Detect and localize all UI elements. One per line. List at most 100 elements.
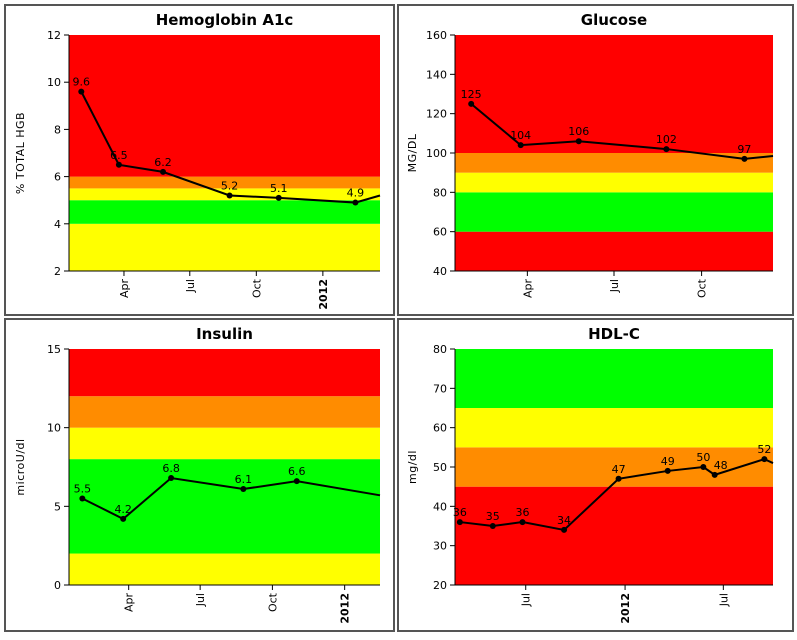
x-tick-label: 2012	[317, 279, 330, 310]
data-point[interactable]	[78, 88, 85, 95]
y-tick-label: 70	[433, 382, 447, 395]
range-band	[69, 200, 380, 224]
data-point[interactable]	[79, 495, 86, 502]
data-label: 106	[568, 125, 589, 138]
data-point[interactable]	[741, 155, 748, 162]
chart-title: HDL-C	[588, 325, 640, 343]
data-label: 52	[757, 443, 771, 456]
y-tick-label: 15	[47, 343, 61, 356]
data-point[interactable]	[700, 464, 707, 470]
range-band	[69, 176, 380, 189]
range-band	[69, 553, 380, 585]
hba1c-chart-svg: Hemoglobin A1c 2 4 6 8 10 12 % TOTAL HGB Apr Jul O…	[14, 11, 381, 310]
glucose-chart-panel: Glucose 40 60 80 100 120 140 160 MG/DL Apr Jul Oct 1…	[397, 4, 794, 316]
range-band	[455, 447, 773, 487]
range-band	[455, 408, 773, 448]
x-tick-label: Jul	[194, 593, 207, 607]
data-point[interactable]	[575, 138, 582, 145]
x-tick-label: Oct	[696, 278, 709, 298]
y-tick-label: 60	[433, 226, 447, 239]
y-tick-label: 2	[54, 265, 61, 278]
data-point[interactable]	[615, 475, 622, 482]
data-label: 5.5	[74, 482, 92, 495]
x-tick-label: 2012	[339, 593, 352, 624]
data-label: 36	[515, 506, 529, 519]
data-label: 47	[612, 463, 626, 476]
y-tick-label: 10	[47, 76, 61, 89]
y-tick-label: 30	[433, 540, 447, 553]
data-label: 49	[661, 455, 675, 468]
glucose-chart-svg: Glucose 40 60 80 100 120 140 160 MG/DL Apr Jul Oct 1…	[406, 11, 774, 298]
data-point[interactable]	[226, 192, 233, 199]
data-label: 9.6	[73, 76, 91, 89]
range-band	[455, 153, 773, 173]
data-point[interactable]	[240, 486, 247, 493]
data-point[interactable]	[115, 161, 122, 168]
x-tick-label: Jul	[608, 279, 621, 293]
data-point[interactable]	[293, 478, 300, 485]
data-point[interactable]	[489, 523, 496, 529]
data-point[interactable]	[761, 456, 768, 463]
x-tick-label: 2012	[619, 593, 632, 624]
data-point[interactable]	[519, 519, 526, 526]
data-label: 35	[486, 510, 500, 523]
y-tick-label: 160	[426, 29, 447, 42]
data-label: 6.8	[162, 462, 180, 475]
y-tick-label: 6	[54, 171, 61, 184]
y-tick-label: 40	[433, 500, 447, 513]
data-point[interactable]	[160, 168, 167, 175]
range-band	[455, 172, 773, 193]
data-point[interactable]	[468, 100, 475, 107]
y-tick-label: 5	[54, 500, 61, 513]
y-axis-label: % TOTAL HGB	[14, 112, 27, 194]
range-band	[455, 486, 773, 585]
y-tick-label: 120	[426, 108, 447, 121]
data-point[interactable]	[517, 142, 524, 149]
data-label: 50	[696, 451, 710, 464]
chart-title: Hemoglobin A1c	[156, 11, 294, 29]
data-point[interactable]	[711, 471, 718, 478]
data-label: 34	[557, 514, 571, 527]
y-tick-label: 12	[47, 29, 61, 42]
range-band	[69, 223, 380, 271]
data-point[interactable]	[352, 199, 359, 206]
x-tick-label: Oct	[266, 592, 279, 612]
chart-title: Insulin	[196, 325, 253, 343]
data-point[interactable]	[456, 519, 463, 526]
data-label: 5.2	[221, 179, 239, 192]
y-tick-label: 40	[433, 265, 447, 278]
series-line	[470, 103, 774, 160]
data-label: 6.1	[235, 473, 253, 486]
data-label: 104	[510, 129, 531, 142]
range-band	[455, 35, 773, 153]
data-point[interactable]	[664, 467, 671, 474]
y-tick-label: 0	[54, 579, 61, 592]
data-point[interactable]	[663, 146, 670, 153]
range-band	[455, 231, 773, 271]
series-line	[459, 458, 774, 532]
range-band	[455, 349, 773, 408]
x-tick-label: Jul	[717, 593, 730, 607]
data-label: 6.6	[288, 465, 306, 478]
data-point[interactable]	[561, 526, 568, 533]
data-point[interactable]	[168, 475, 175, 482]
data-label: 36	[453, 506, 467, 519]
data-point[interactable]	[275, 194, 282, 201]
x-tick-label: Oct	[250, 278, 263, 298]
hdl-chart-svg: HDL-C 20 30 40 50 60 70 80 mg/dl Jul 2012 Jul 36 35 36…	[406, 325, 774, 624]
data-point[interactable]	[120, 515, 127, 522]
y-tick-label: 60	[433, 422, 447, 435]
data-label: 4.2	[114, 503, 132, 516]
y-axis-label: microU/dl	[14, 438, 27, 495]
data-label: 5.1	[270, 182, 288, 195]
x-tick-label: Apr	[118, 279, 131, 299]
x-tick-label: Jul	[520, 593, 533, 607]
y-tick-label: 140	[426, 68, 447, 81]
range-band	[69, 349, 380, 397]
y-tick-label: 50	[433, 461, 447, 474]
series-line	[81, 476, 381, 521]
x-tick-label: Apr	[123, 593, 136, 613]
y-tick-label: 100	[426, 147, 447, 160]
data-label: 97	[737, 143, 751, 156]
range-band	[455, 192, 773, 232]
